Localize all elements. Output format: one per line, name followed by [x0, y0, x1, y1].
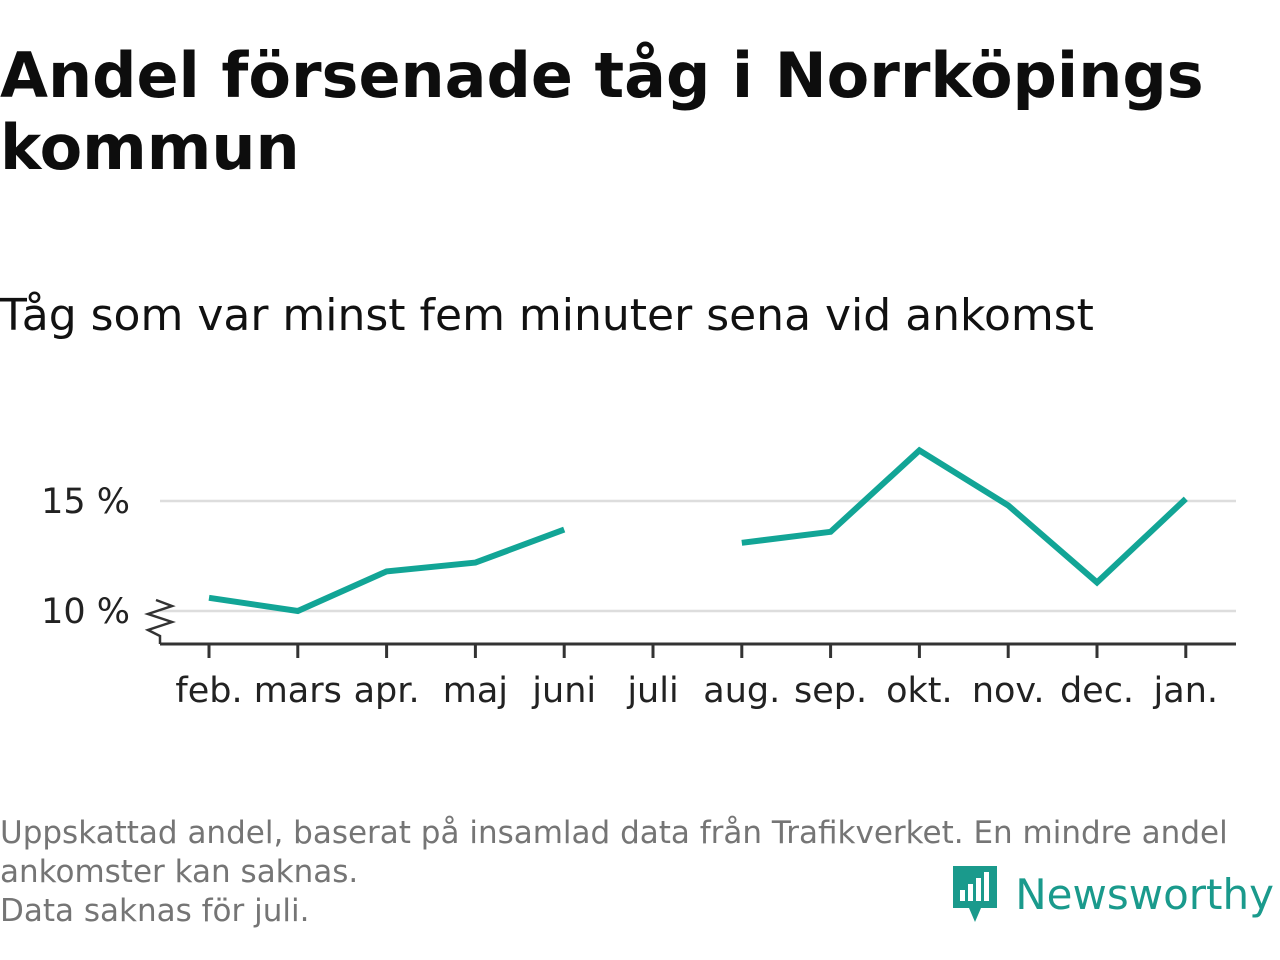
x-tick-label: okt.: [886, 671, 953, 711]
x-tick-label: mars: [254, 671, 342, 711]
footnote-line: Data saknas för juli.: [0, 893, 310, 929]
x-tick-label: sep.: [794, 671, 867, 711]
newsworthy-chart-logo-icon: [953, 866, 998, 922]
line-chart: 10 % 15 % feb. mars apr. maj juni juli aug. sep. o…: [41, 446, 1236, 711]
x-tick-label: dec.: [1060, 671, 1134, 711]
series-line: [208, 526, 566, 615]
x-tick-label: juni: [531, 671, 596, 711]
chart-subtitle: Tåg som var minst fem minuter sena vid a…: [0, 290, 1094, 341]
chart-footnote: Uppskattad andel, baserat på insamlad da…: [0, 814, 1270, 931]
footnote-line: Uppskattad andel, baserat på insamlad da…: [0, 815, 1228, 851]
x-tick-label: nov.: [972, 671, 1045, 711]
chart-title: Andel försenade tåg i Norrköpings kommun: [0, 39, 1204, 184]
y-tick-label: 10 %: [41, 592, 130, 632]
brand: Newsworthy: [949, 862, 1274, 926]
series-line: [741, 446, 1188, 587]
x-tick-label: apr.: [354, 671, 420, 711]
y-tick-label: 15 %: [41, 482, 130, 522]
x-tick-label: juli: [626, 671, 678, 711]
footnote-line: ankomster kan saknas.: [0, 854, 359, 890]
brand-name: Newsworthy: [1015, 869, 1274, 919]
axis-break-icon: [144, 598, 176, 644]
x-tick-label: jan.: [1153, 671, 1218, 711]
x-tick-label: maj: [443, 671, 508, 711]
x-tick-label: feb.: [175, 671, 242, 711]
x-tick-label: aug.: [703, 671, 780, 711]
